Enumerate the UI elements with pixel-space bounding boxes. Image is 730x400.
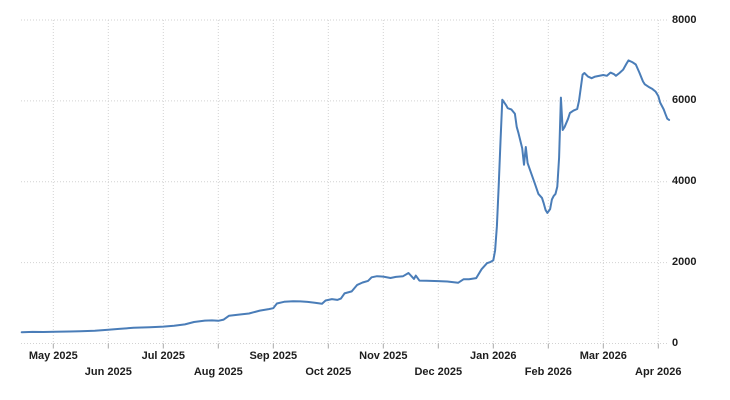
x-axis-label: Apr 2026 [635, 366, 682, 378]
x-axis-label: Jul 2025 [141, 350, 186, 362]
x-axis-label: Jan 2026 [470, 350, 517, 362]
x-axis-label: May 2025 [28, 350, 78, 362]
y-axis-label: 8000 [672, 13, 697, 26]
axis-ticks [52, 343, 659, 349]
x-axis-label: Mar 2026 [579, 350, 627, 362]
x-axis-label: Jun 2025 [84, 366, 132, 378]
x-axis-label: Aug 2025 [193, 366, 243, 378]
y-axis-label: 0 [672, 337, 679, 349]
x-axis-label: Sep 2025 [249, 350, 298, 362]
x-axis-label: Dec 2025 [414, 366, 463, 378]
y-axis-label: 4000 [672, 175, 697, 188]
x-axis-label: Nov 2025 [359, 350, 408, 362]
y-axis-label: 2000 [672, 256, 697, 269]
series-line [20, 59, 671, 334]
x-axis-label: Oct 2025 [305, 366, 352, 378]
x-axis-label: Feb 2026 [524, 366, 572, 378]
y-axis-label: 6000 [672, 94, 697, 107]
